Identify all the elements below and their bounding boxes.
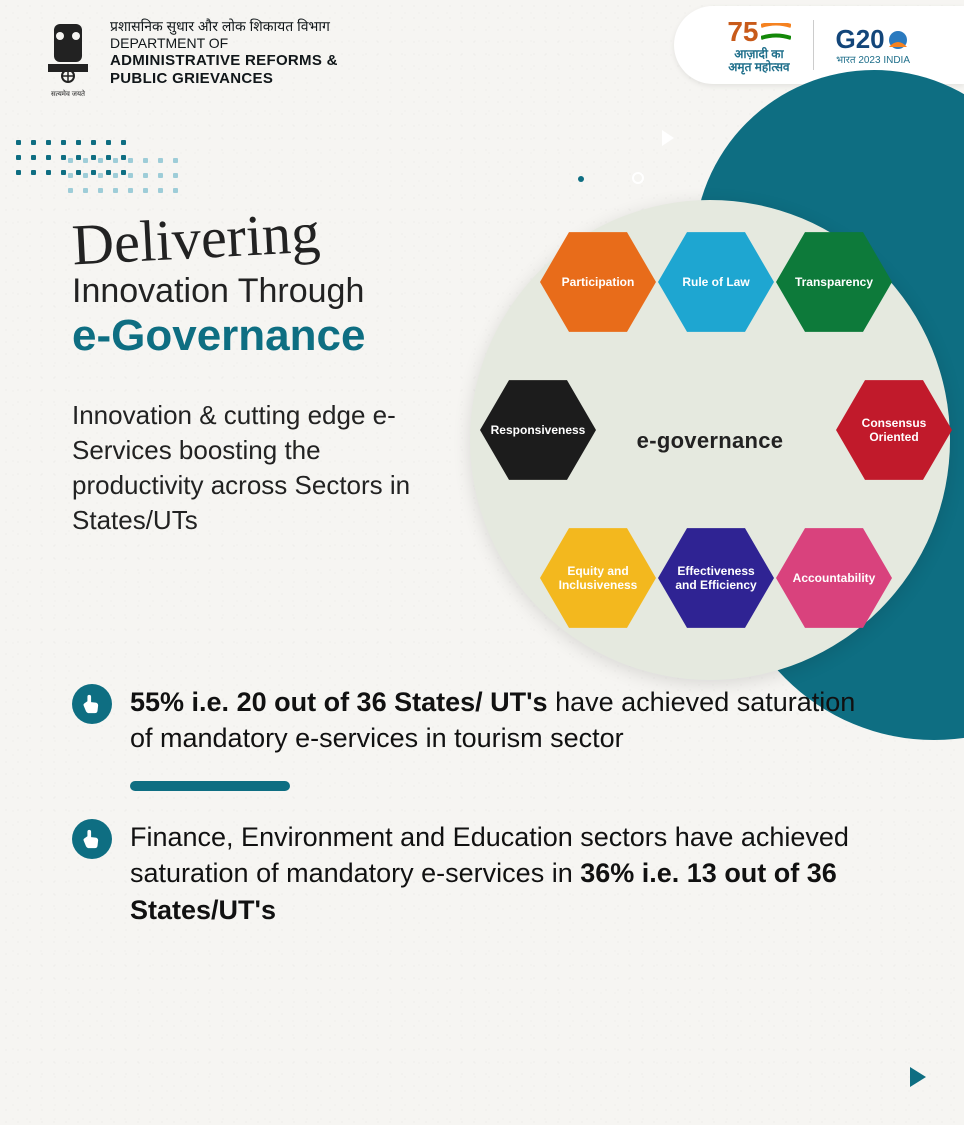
title-line1: Innovation Through — [72, 272, 452, 311]
diagram-hex: Equity and Inclusiveness — [540, 528, 656, 628]
bullets-block: 55% i.e. 20 out of 36 States/ UT's have … — [72, 684, 874, 952]
badge-hindi-2: अमृत महोत्सव — [727, 61, 790, 74]
title-script: Delivering — [71, 204, 322, 275]
badge-divider — [813, 20, 814, 70]
bullet-item: Finance, Environment and Education secto… — [72, 819, 874, 928]
dept-line3a: ADMINISTRATIVE REFORMS & — [110, 52, 338, 70]
title-block: Delivering Innovation Through e-Governan… — [72, 210, 452, 538]
pointer-hand-icon — [72, 684, 112, 724]
badge-75: 75 आज़ादी का अमृत महोत्सव — [727, 16, 790, 74]
egov-diagram: e-governance ParticipationRule of LawTra… — [470, 200, 950, 680]
diagram-hex: Transparency — [776, 232, 892, 332]
title-sub: Innovation & cutting edge e-Services boo… — [72, 398, 452, 538]
diagram-hex: Responsiveness — [480, 380, 596, 480]
decor-dotgrid-left-light — [68, 158, 180, 195]
badge-g20: G20 भारत 2023 INDIA — [836, 24, 911, 66]
diagram-hex: Rule of Law — [658, 232, 774, 332]
divider-bar — [130, 781, 290, 791]
bullet-item: 55% i.e. 20 out of 36 States/ UT's have … — [72, 684, 874, 757]
diagram-hex: Accountability — [776, 528, 892, 628]
decor-dot — [578, 176, 584, 182]
department-text: प्रशासनिक सुधार और लोक शिकायत विभाग DEPA… — [110, 18, 338, 98]
next-triangle-icon — [910, 1067, 926, 1087]
diagram-hex: Participation — [540, 232, 656, 332]
pointer-hand-icon — [72, 819, 112, 859]
dept-line3b: PUBLIC GRIEVANCES — [110, 70, 338, 88]
diagram-hex: Consensus Oriented — [836, 380, 952, 480]
diagram-hex: Effectiveness and Efficiency — [658, 528, 774, 628]
dept-hindi: प्रशासनिक सुधार और लोक शिकायत विभाग — [110, 18, 338, 35]
title-line2: e-Governance — [72, 311, 452, 362]
decor-circle-outline — [632, 172, 644, 184]
tricolor-icon — [761, 23, 791, 41]
department-block: सत्यमेव जयते प्रशासनिक सुधार और लोक शिका… — [40, 18, 338, 98]
campaign-badge: 75 आज़ादी का अमृत महोत्सव G20 भारत 2023 … — [674, 6, 964, 84]
svg-text:सत्यमेव जयते: सत्यमेव जयते — [51, 89, 86, 98]
dept-line2: DEPARTMENT OF — [110, 35, 338, 52]
bullet-text-1: 55% i.e. 20 out of 36 States/ UT's have … — [130, 684, 874, 757]
bullet-text-2: Finance, Environment and Education secto… — [130, 819, 874, 928]
badge-g20-sub: भारत 2023 INDIA — [836, 55, 911, 66]
bullet-1-bold: 55% i.e. 20 out of 36 States/ UT's — [130, 687, 548, 717]
badge-75-number: 75 — [727, 16, 758, 48]
lotus-globe-icon — [885, 27, 911, 53]
play-triangle-icon — [662, 130, 674, 146]
national-emblem-icon: सत्यमेव जयते — [40, 18, 96, 98]
badge-g20-text: G20 — [836, 24, 885, 55]
